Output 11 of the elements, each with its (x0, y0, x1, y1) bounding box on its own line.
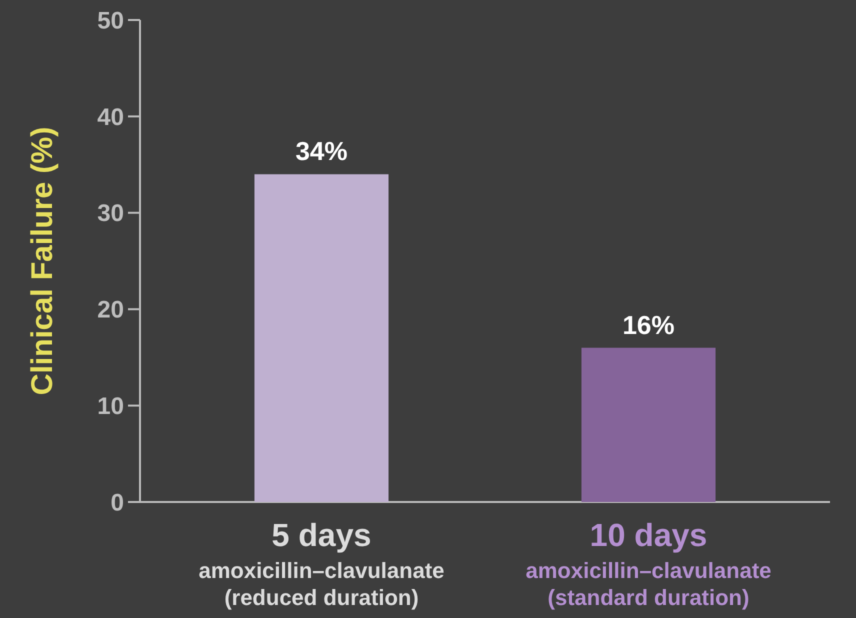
y-tick-label: 40 (97, 104, 124, 131)
y-axis-title: Clinical Failure (%) (26, 126, 59, 396)
data-label: 16% (622, 310, 675, 340)
data-label: 34% (295, 136, 348, 166)
y-tick-label: 50 (97, 7, 124, 34)
x-tick-label: 10 days amoxicillin–clavulanate (standard duration) (526, 517, 772, 610)
y-tick-label: 0 (110, 489, 124, 516)
y-tick-label: 30 (97, 200, 124, 228)
y-tick-label: 10 (97, 393, 124, 420)
y-tick-label: 20 (97, 296, 124, 324)
x-tick-label: 5 days amoxicillin–clavulanate (reduced duration) (198, 517, 444, 610)
